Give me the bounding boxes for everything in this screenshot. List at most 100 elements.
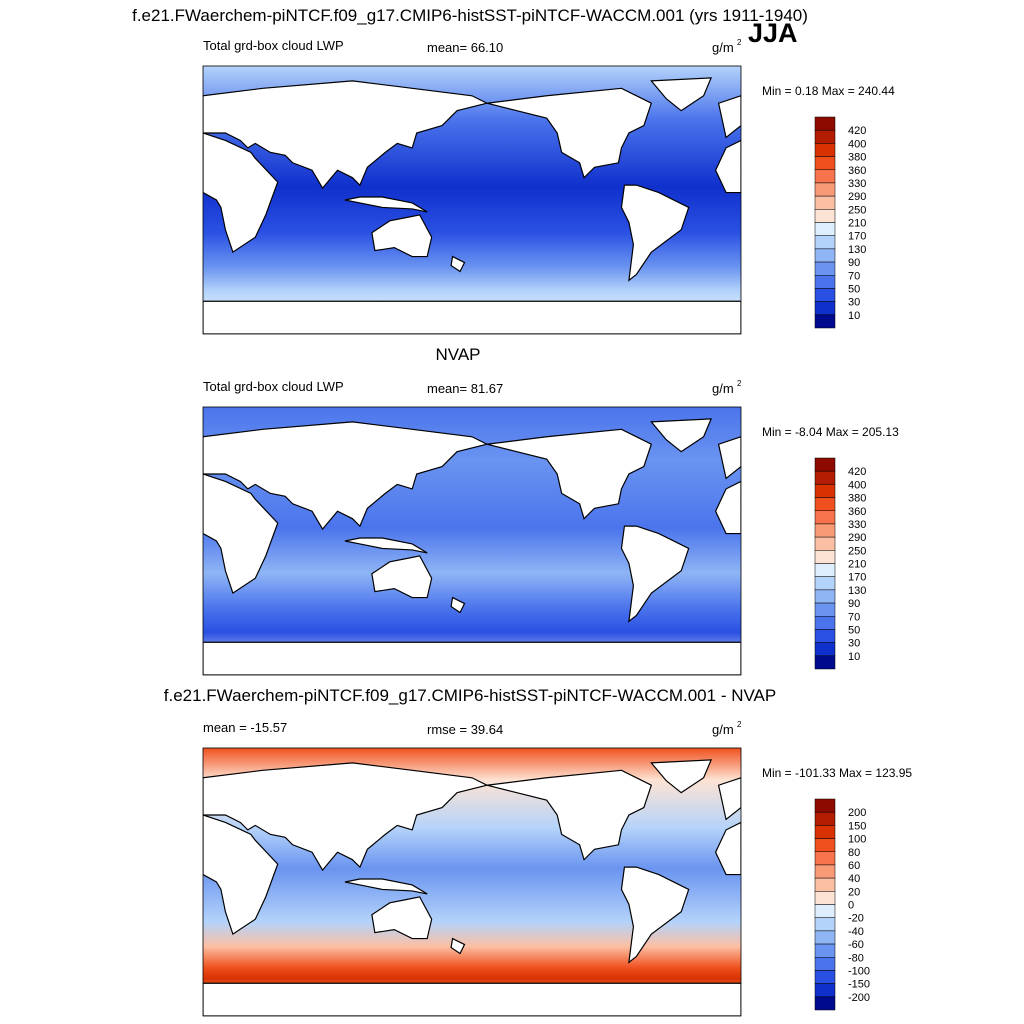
colorbar-box — [814, 209, 836, 223]
colorbar-label: 130 — [848, 244, 866, 256]
colorbar-label: 290 — [848, 191, 866, 203]
colorbar-box — [814, 825, 836, 839]
colorbar-label: 420 — [848, 466, 866, 478]
colorbar-label: 130 — [848, 585, 866, 597]
colorbar-label: 150 — [848, 820, 866, 832]
colorbar-box — [814, 602, 836, 617]
unit-sup: 2 — [737, 379, 742, 388]
colorbar-label: 50 — [848, 283, 860, 295]
colorbar-box — [814, 943, 836, 958]
min-max: Min = 0.18 Max = 240.44 — [762, 84, 895, 98]
unit: g/m — [712, 381, 734, 396]
min-max: Min = -101.33 Max = 123.95 — [762, 766, 912, 780]
colorbar-label: 250 — [848, 204, 866, 216]
colorbar-box — [814, 891, 836, 905]
colorbar-box — [814, 195, 836, 210]
panel-title: f.e21.FWaerchem-piNTCF.f09_g17.CMIP6-his… — [164, 686, 776, 705]
colorbar-box — [814, 288, 836, 302]
colorbar-box — [814, 261, 836, 276]
colorbar-box — [814, 470, 836, 485]
colorbar-label: -60 — [848, 939, 864, 951]
colorbar-label: 170 — [848, 231, 866, 243]
colorbar-label: -20 — [848, 913, 864, 925]
colorbar-box — [814, 983, 836, 998]
colorbar-label: 360 — [848, 506, 866, 518]
colorbar-label: 80 — [848, 847, 860, 859]
colorbar-box — [814, 970, 836, 984]
season: JJA — [748, 18, 798, 48]
map-frame — [202, 747, 742, 1017]
colorbar-label: 330 — [848, 519, 866, 531]
colorbar-box — [814, 222, 836, 236]
colorbar-box — [814, 563, 836, 577]
colorbar-label: 90 — [848, 598, 860, 610]
colorbar-box — [814, 811, 836, 826]
colorbar-label: 60 — [848, 860, 860, 872]
colorbar-label: -40 — [848, 926, 864, 938]
colorbar-box — [814, 275, 836, 289]
unit: g/m — [712, 40, 734, 55]
map-field — [203, 748, 741, 1016]
colorbar-box — [814, 301, 836, 316]
colorbar-box — [814, 864, 836, 879]
panel-title: NVAP — [435, 345, 480, 364]
map — [203, 66, 741, 334]
colorbar-box — [814, 497, 836, 511]
panel-stat: mean= 81.67 — [427, 381, 503, 396]
colorbar-label: 210 — [848, 559, 866, 571]
colorbar-label: 330 — [848, 178, 866, 190]
map-field — [203, 407, 741, 675]
unit-sup: 2 — [737, 38, 742, 47]
panel-stat: mean= 66.10 — [427, 40, 503, 55]
colorbar-box — [814, 169, 836, 184]
colorbar-label: -200 — [848, 992, 870, 1004]
map-field — [203, 66, 741, 334]
colorbar-label: 10 — [848, 651, 860, 663]
colorbar-label: 70 — [848, 611, 860, 623]
colorbar-box — [814, 930, 836, 945]
colorbar-box — [814, 996, 836, 1011]
colorbar-label: 210 — [848, 218, 866, 230]
colorbar-label: 200 — [848, 807, 866, 819]
colorbar-label: 400 — [848, 479, 866, 491]
colorbar-box — [814, 235, 836, 250]
colorbar-label: -100 — [848, 965, 870, 977]
colorbar-box — [814, 314, 836, 329]
colorbar-label: 0 — [848, 900, 854, 912]
map-frame — [202, 406, 742, 676]
map-frame — [202, 65, 742, 335]
colorbar-box — [814, 629, 836, 643]
unit-sup: 2 — [737, 720, 742, 729]
colorbar-label: 30 — [848, 297, 860, 309]
unit: g/m — [712, 722, 734, 737]
colorbar-label: 250 — [848, 545, 866, 557]
map — [203, 407, 741, 675]
colorbar-box — [814, 838, 836, 852]
colorbar-box — [814, 576, 836, 591]
colorbar-box — [814, 917, 836, 932]
colorbar-label: 90 — [848, 257, 860, 269]
panel-left-label: Total grd-box cloud LWP — [203, 38, 344, 53]
colorbar-label: 70 — [848, 270, 860, 282]
colorbar-label: 400 — [848, 138, 866, 150]
min-max: Min = -8.04 Max = 205.13 — [762, 425, 899, 439]
panel-left-label: mean = -15.57 — [203, 720, 287, 735]
colorbar-label: 20 — [848, 886, 860, 898]
colorbar-box — [814, 957, 836, 971]
map — [203, 748, 741, 1016]
colorbar-box — [814, 655, 836, 670]
colorbar-box — [814, 182, 836, 197]
panel-left-label: Total grd-box cloud LWP — [203, 379, 344, 394]
figure-title: f.e21.FWaerchem-piNTCF.f09_g17.CMIP6-his… — [132, 6, 808, 25]
colorbar-box — [814, 798, 836, 813]
colorbar-label: 170 — [848, 572, 866, 584]
colorbar-box — [814, 484, 836, 498]
colorbar-label: 10 — [848, 310, 860, 322]
colorbar-label: 380 — [848, 152, 866, 164]
colorbar-box — [814, 143, 836, 157]
colorbar-box — [814, 536, 836, 551]
colorbar-label: 50 — [848, 624, 860, 636]
colorbar-box — [814, 904, 836, 918]
colorbar-box — [814, 156, 836, 170]
